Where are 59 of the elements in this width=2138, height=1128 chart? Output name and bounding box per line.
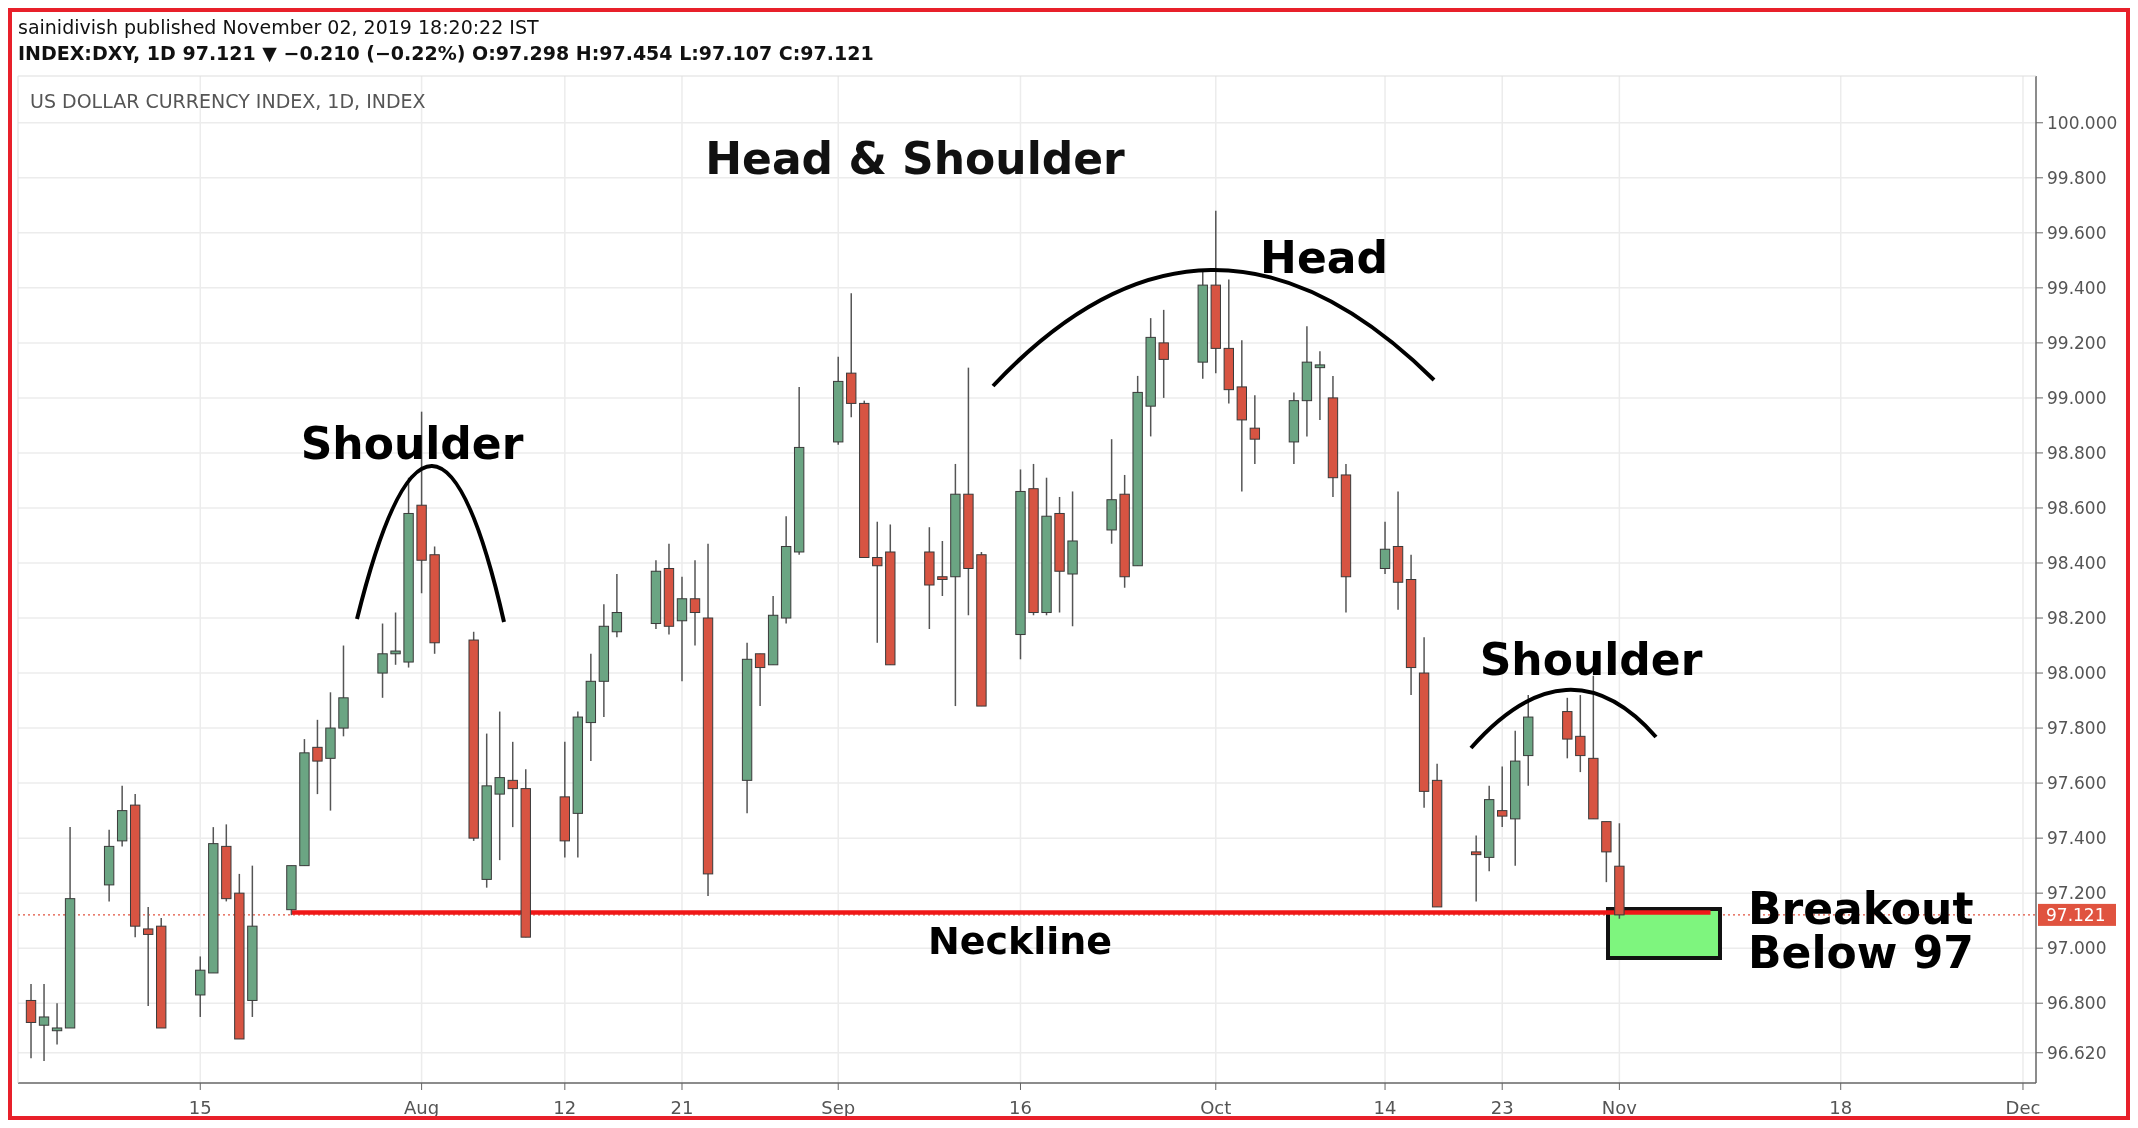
y-tick-label: 100.000 — [2047, 112, 2118, 133]
x-tick-label: 21 — [670, 1097, 694, 1118]
ref-line-label: 97.121 — [2046, 904, 2106, 925]
x-tick-label: 12 — [553, 1097, 577, 1118]
candlestick — [1158, 309, 1169, 399]
y-tick-label: 98.400 — [2047, 552, 2107, 573]
candlestick — [38, 983, 50, 1062]
y-tick-label: 97.400 — [2047, 828, 2107, 849]
x-tick-label: Dec — [2005, 1097, 2041, 1118]
candlestick — [377, 622, 388, 699]
x-tick-label: Sep — [821, 1097, 856, 1118]
candlestick — [1379, 520, 1391, 575]
candlestick — [676, 576, 688, 683]
x-tick-label: 15 — [188, 1097, 212, 1118]
x-tick-label: 18 — [1829, 1097, 1853, 1118]
candlestick — [507, 741, 518, 828]
y-tick-label: 98.200 — [2047, 608, 2107, 629]
candlestick — [611, 573, 623, 639]
y-tick-label: 97.800 — [2047, 718, 2107, 739]
annotation: Shoulder — [1479, 634, 1703, 685]
candlestick — [494, 710, 505, 861]
candlestick — [390, 611, 401, 666]
y-tick-label: 97.600 — [2047, 773, 2107, 794]
x-tick-label: 14 — [1373, 1097, 1397, 1118]
text: INDEX:DXY, 1D 97.121 ▼ −0.210 (−0.22%) O:97.298 H:97.454 L:97.107 C:97.121 — [18, 42, 874, 64]
y-tick-label: 96.800 — [2047, 993, 2107, 1014]
y-tick-label: 97.000 — [2047, 938, 2107, 959]
candlestick — [1249, 394, 1261, 465]
y-tick-label: 99.800 — [2047, 167, 2107, 188]
y-tick-label: 96.620 — [2047, 1042, 2107, 1063]
text: US DOLLAR CURRENCY INDEX, 1D, INDEX — [30, 90, 426, 112]
y-tick-label: 98.000 — [2047, 663, 2107, 684]
x-tick-label: 16 — [1009, 1097, 1032, 1118]
y-tick-label: 98.800 — [2047, 442, 2107, 463]
candlestick — [25, 983, 37, 1059]
candlestick — [1470, 834, 1482, 903]
text: Head & Shoulder — [705, 133, 1126, 184]
y-tick-label: 99.600 — [2047, 222, 2107, 243]
candlestick — [754, 653, 766, 707]
y-tick-label: 99.200 — [2047, 332, 2107, 353]
candlestick — [1575, 694, 1586, 773]
annotation: Breakout Below 97 — [1748, 883, 1974, 978]
candlestick — [312, 719, 323, 795]
candlestick — [1497, 765, 1508, 828]
candlestick — [51, 1002, 63, 1046]
x-tick-label: Oct — [1200, 1097, 1232, 1118]
candlestick — [689, 559, 701, 647]
x-tick-label: 23 — [1490, 1097, 1514, 1118]
y-tick-label: 99.400 — [2047, 277, 2107, 298]
candlestick — [1314, 350, 1326, 421]
y-tick-label: 99.000 — [2047, 387, 2107, 408]
x-tick-label: Nov — [1601, 1097, 1638, 1118]
y-tick-label: 97.200 — [2047, 883, 2107, 904]
annotation: Neckline — [927, 919, 1113, 963]
annotation: Head — [1260, 232, 1388, 283]
candlestick — [872, 520, 883, 644]
y-tick-label: 98.600 — [2047, 497, 2107, 518]
text: sainidivish published November 02, 2019 18:20:22 IST — [18, 16, 539, 38]
candlestick — [937, 540, 948, 597]
